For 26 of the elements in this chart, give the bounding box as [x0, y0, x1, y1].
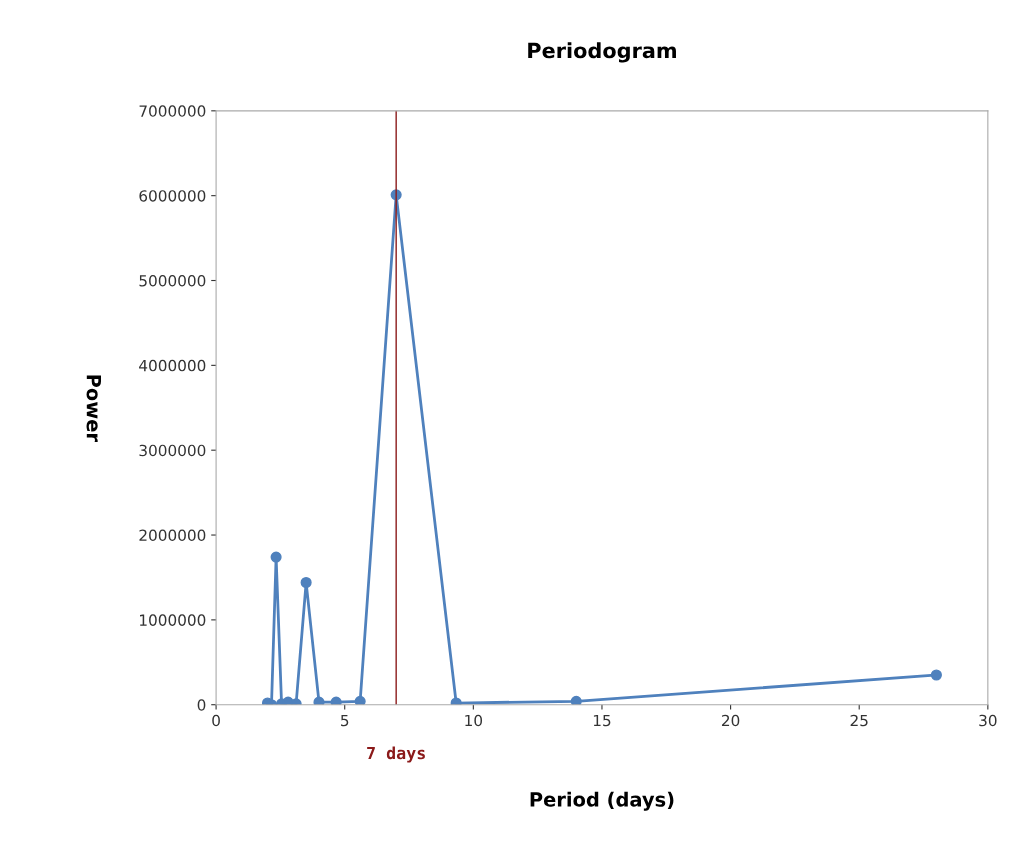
x-tick-label: 0 [212, 714, 220, 727]
point [270, 551, 282, 563]
x-axis-title: Period (days) [530, 791, 674, 811]
y-tick-label: 5000000 [139, 274, 206, 287]
x-tick-label: 15 [593, 714, 611, 727]
y-tick-label: 4000000 [139, 359, 206, 372]
point [330, 696, 342, 705]
y-tick-label: 2000000 [139, 529, 206, 542]
ref-line-label: 7 days [367, 746, 425, 763]
point [570, 695, 582, 705]
point [300, 576, 312, 589]
point [930, 669, 942, 681]
chart-title: Periodogram [528, 42, 676, 63]
y-axis-title: Power [86, 375, 101, 442]
x-tick-label: 25 [850, 714, 868, 727]
y-tick-label: 7000000 [139, 105, 206, 117]
y-tick-label: 6000000 [139, 190, 206, 202]
x-tick-label: 5 [341, 714, 349, 727]
y-tick-label: 0 [197, 699, 206, 711]
point [313, 696, 325, 705]
point [354, 695, 366, 705]
x-tick-label: 20 [721, 714, 740, 727]
y-tick-label: 3000000 [139, 444, 206, 457]
x-tick-label: 30 [979, 714, 997, 727]
y-tick-label: 1000000 [140, 614, 206, 626]
x-tick-label: 10 [465, 714, 483, 727]
